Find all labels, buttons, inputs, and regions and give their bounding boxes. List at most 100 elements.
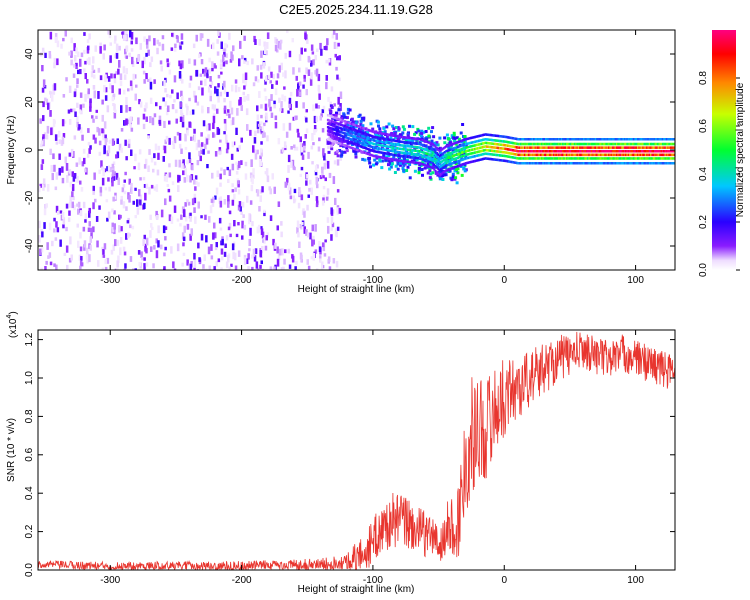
- spectrogram-cell: [489, 138, 492, 142]
- spectrogram-cell: [336, 159, 340, 166]
- spectrogram-cell: [643, 157, 646, 160]
- spectrogram-cell: [404, 144, 407, 148]
- spectrogram-cell: [189, 212, 192, 219]
- spectrogram-cell: [542, 138, 545, 141]
- spectrogram-cell: [65, 245, 69, 253]
- spectrogram-cell: [403, 158, 406, 161]
- spectrogram-cell: [281, 147, 285, 153]
- spectrogram-cell: [433, 168, 436, 171]
- spectrogram-cell: [313, 115, 317, 124]
- spectrogram-cell: [402, 168, 406, 172]
- spectrogram-cell: [413, 149, 416, 152]
- spectrogram-cell: [250, 159, 253, 167]
- spectrogram-cell: [58, 153, 61, 160]
- spectrogram-cell: [279, 108, 282, 112]
- spectrogram-cell: [453, 154, 455, 157]
- spectrogram-cell: [323, 162, 327, 170]
- spectrogram-cell: [299, 226, 303, 230]
- spectrogram-cell: [104, 138, 108, 146]
- spectrogram-cell: [351, 142, 354, 145]
- spectrogram-cell: [273, 266, 276, 270]
- spectrogram-cell: [609, 157, 612, 160]
- spectrogram-cell: [654, 150, 656, 153]
- spectrogram-cell: [512, 156, 515, 159]
- spectrogram-cell: [335, 66, 338, 71]
- spectrogram-cell: [505, 155, 508, 158]
- spectrogram-cell: [223, 119, 227, 124]
- spectrogram-cell: [472, 148, 475, 151]
- spectrogram-cell: [382, 156, 385, 159]
- spectrogram-cell: [568, 138, 571, 141]
- spectrogram-cell: [583, 153, 586, 157]
- spectrogram-cell: [326, 133, 329, 136]
- spectrogram-cell: [587, 138, 589, 141]
- spectrogram-cell: [264, 245, 268, 251]
- spectrogram-cell: [464, 146, 467, 149]
- spectrogram-cell: [113, 210, 116, 215]
- spectrogram-cell: [354, 139, 357, 143]
- spectrogram-cell: [594, 153, 597, 157]
- spectrogram-cell: [559, 138, 562, 141]
- spectrogram-cell: [476, 139, 479, 143]
- spectrogram-cell: [362, 127, 365, 130]
- spectrogram-cell: [70, 37, 73, 44]
- spectrogram-cell: [429, 153, 432, 157]
- spectrogram-cell: [384, 148, 387, 152]
- spectrogram-cell: [341, 143, 344, 146]
- spectrogram-cell: [118, 143, 122, 151]
- spectrogram-cell: [281, 94, 284, 101]
- spectrogram-cell: [657, 146, 660, 149]
- spectrogram-cell: [467, 145, 470, 149]
- spectrogram-cell: [319, 175, 323, 180]
- spectrogram-cell: [93, 172, 96, 180]
- spectrogram-cell: [663, 162, 666, 165]
- spectrogram-cell: [436, 162, 438, 166]
- spectrogram-cell: [606, 153, 609, 157]
- spectrogram-cell: [480, 158, 483, 161]
- spectrogram-cell: [191, 109, 195, 115]
- spectrogram-cell: [506, 155, 509, 158]
- spectrogram-cell: [206, 69, 209, 77]
- spectrogram-cell: [428, 149, 431, 153]
- spectrogram-cell: [533, 150, 536, 153]
- spectrogram-cell: [127, 232, 130, 239]
- spectrogram-cell: [108, 139, 112, 144]
- spectrogram-cell: [606, 142, 609, 146]
- spectrogram-cell: [592, 138, 595, 141]
- spectrogram-cell: [375, 150, 378, 153]
- spectrogram-cell: [526, 150, 529, 153]
- spectrogram-cell: [555, 138, 558, 141]
- spectrogram-cell: [433, 149, 436, 152]
- spectrogram-cell: [145, 52, 148, 57]
- spectrogram-cell: [433, 144, 436, 147]
- spectrogram-cell: [520, 153, 522, 157]
- spectrogram-cell: [484, 148, 487, 152]
- spectrogram-cell: [164, 226, 168, 230]
- spectrogram-cell: [153, 153, 156, 159]
- spectrogram-cell: [383, 144, 386, 148]
- spectrogram-cell: [214, 247, 218, 251]
- spectrogram-cell: [273, 100, 276, 105]
- spectrogram-cell: [484, 152, 487, 155]
- spectrogram-cell: [500, 147, 503, 150]
- spectrogram-cell: [462, 147, 465, 150]
- spectrogram-cell: [631, 157, 634, 160]
- spectrogram-cell: [265, 76, 268, 82]
- spectrogram-cell: [358, 130, 361, 133]
- spectrogram-cell: [458, 164, 461, 167]
- spectrogram-cell: [325, 75, 328, 81]
- spectrogram-cell: [387, 163, 390, 167]
- spectrogram-cell: [330, 234, 333, 241]
- spectrogram-cell: [621, 150, 624, 153]
- spectrogram-cell: [118, 45, 121, 51]
- spectrogram-cell: [209, 94, 212, 102]
- spectrogram-cell: [225, 44, 229, 48]
- spectrogram-cell: [597, 138, 600, 141]
- spectrogram-cell: [186, 259, 189, 266]
- spectrogram-cell: [445, 157, 448, 160]
- spectrogram-cell: [266, 104, 270, 109]
- spectrogram-cell: [114, 54, 117, 59]
- spectrogram-cell: [502, 143, 505, 147]
- spectrogram-cell: [315, 68, 319, 77]
- spectrogram-cell: [652, 157, 655, 160]
